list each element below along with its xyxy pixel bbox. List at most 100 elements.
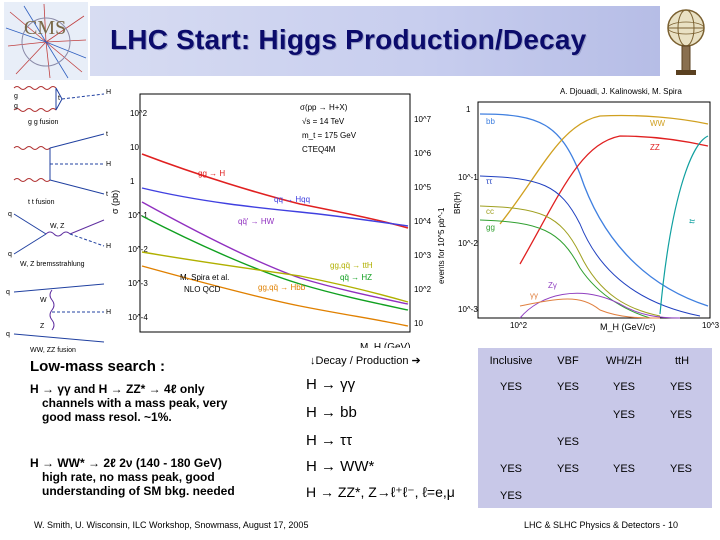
xsec-curve-Hbb: gg,qq̄ → Hbb — [258, 283, 306, 292]
cell-r2-c1: YES — [556, 436, 579, 448]
footer-credit: W. Smith, U. Wisconsin, ILC Workshop, Sn… — [34, 520, 309, 530]
low-mass-title: Low-mass search : — [30, 358, 166, 375]
xsec-title-2: √s = 14 TeV — [302, 117, 345, 126]
atlas-globe-logo — [667, 9, 705, 75]
bullet-ww: H → WW* → 2ℓ 2ν (140 - 180 GeV) high rat… — [30, 456, 235, 498]
cms-logo: CMS — [4, 2, 88, 80]
figure-svg: g g t H g g fusion t H t t t fusion q q … — [6, 86, 720, 354]
feynman-t3: t — [106, 191, 108, 198]
br-curve-cc: cc — [486, 207, 494, 216]
feynman-wz: W, Z — [50, 223, 65, 230]
decay-production-table: ↓Decay / Production ➔ H → γγ H → bb H → … — [300, 348, 712, 518]
xsec-rtick-4: 10^3 — [414, 251, 432, 260]
xsec-ylabel: σ (pb) — [110, 190, 120, 214]
feynman-t2: t — [106, 131, 108, 138]
br-curve-tt: tt — [687, 218, 697, 225]
xsec-title-1: σ(pp → H+X) — [300, 103, 348, 112]
bullet1-line1: H → γγ and H → ZZ* → 4ℓ only — [30, 382, 205, 396]
bullet2-line3: understanding of SM bkg. needed — [42, 484, 235, 498]
feynman-g1: g — [14, 93, 18, 100]
decay-column: ↓Decay / Production ➔ H → γγ H → bb H → … — [300, 348, 478, 518]
slide-header: CMS LHC Start: Higgs Production/Decay — [0, 0, 720, 82]
br-ytick-3: 10^-3 — [458, 305, 478, 314]
production-grid: Inclusive VBF WH/ZH ttH YES YES YES YES … — [478, 348, 712, 508]
xsec-title-3: m_t = 175 GeV — [302, 131, 357, 140]
xsec-plot: σ (pb) events for 10^5 pb^-1 10^2 10 1 1… — [110, 93, 446, 353]
br-ylabel: BR(H) — [453, 191, 462, 214]
br-curve-ww: WW — [650, 119, 666, 128]
slide-title: LHC Start: Higgs Production/Decay — [110, 24, 587, 55]
br-xtick-0: 10^2 — [510, 321, 528, 330]
br-ytick-1: 10^-1 — [458, 173, 478, 182]
cell-r3-c3: YES — [669, 463, 692, 475]
col-inclusive: Inclusive — [489, 355, 533, 367]
xsec-curve-HZ: qq̄ → HZ — [340, 273, 372, 282]
xsec-ylabel-right: events for 10^5 pb^-1 — [437, 207, 446, 284]
br-xtick-1: 10^3 — [702, 321, 720, 330]
br-curve-zgamma: Zγ — [548, 281, 557, 290]
xsec-rtick-3: 10^4 — [414, 217, 432, 226]
col-whzh: WH/ZH — [605, 355, 643, 367]
xsec-xlabel: M_H (GeV) — [360, 342, 411, 353]
br-xlabel: M_H (GeV/c²) — [600, 322, 656, 332]
xsec-title-4: CTEQ4M — [302, 145, 336, 154]
xsec-rtick-0: 10^7 — [414, 115, 432, 124]
cell-r3-c1: YES — [556, 463, 579, 475]
decay-row-zz: H → ZZ*, Z→ℓ⁺ℓ⁻, ℓ=e,μ — [306, 484, 455, 500]
bullet2-line2: high rate, no mass peak, good — [42, 470, 215, 484]
br-curve-tautau: ττ — [486, 177, 493, 186]
xsec-ytick-6: 10^-4 — [128, 313, 148, 322]
svg-text:CMS: CMS — [24, 17, 66, 39]
feynman-q2: q — [8, 251, 12, 258]
feynman-h2: H — [106, 161, 111, 168]
xsec-ytick-5: 10^-3 — [128, 279, 148, 288]
xsec-ytick-4: 10^-2 — [128, 245, 148, 254]
feynman-label-wz: W, Z bremsstrahlung — [20, 261, 85, 268]
bullet-gammagamma: H → γγ and H → ZZ* → 4ℓ only channels wi… — [30, 382, 227, 424]
feynman-t1: t — [58, 95, 60, 102]
br-credit: A. Djouadi, J. Kalinowski, M. Spira — [560, 87, 682, 96]
feynman-q1: q — [8, 211, 12, 218]
xsec-ytick-3: 10^-1 — [128, 211, 148, 220]
figures-panel: g g t H g g fusion t H t t t fusion q q … — [0, 84, 720, 356]
xsec-curve-ggH: gg → H — [198, 169, 225, 178]
xsec-ytick-1: 10 — [130, 143, 139, 152]
cell-r3-c2: YES — [612, 463, 635, 475]
col-tth: ttH — [674, 355, 690, 367]
xsec-curve-HW: qq̄' → HW — [238, 217, 275, 226]
decay-row-bb: H → bb — [306, 404, 357, 421]
feynman-diagrams: g g t H g g fusion t H t t t fusion q q … — [6, 86, 111, 354]
xsec-ytick-0: 10^2 — [130, 109, 148, 118]
feynman-z: Z — [40, 323, 45, 330]
feynman-label-tt: t t fusion — [28, 199, 55, 206]
feynman-h1: H — [106, 89, 111, 96]
feynman-q3: q — [6, 289, 10, 296]
xsec-ytick-2: 1 — [130, 177, 135, 186]
decay-header: ↓Decay / Production ➔ — [310, 355, 421, 367]
xsec-curve-qqHqq: qq → Hqq — [274, 195, 310, 204]
xsec-rtick-1: 10^6 — [414, 149, 432, 158]
br-curve-bb: bb — [486, 117, 495, 126]
feynman-q4: q — [6, 331, 10, 338]
xsec-rtick-2: 10^5 — [414, 183, 432, 192]
feynman-h4: H — [106, 309, 111, 316]
xsec-credit-1: M. Spira et al. — [180, 273, 229, 282]
cell-r1-c3: YES — [669, 409, 692, 421]
col-vbf: VBF — [557, 355, 579, 367]
footer-page: LHC & SLHC Physics & Detectors - 10 — [524, 520, 679, 530]
decay-row-gammagamma: H → γγ — [306, 376, 356, 393]
bullet1-line2: channels with a mass peak, very — [42, 396, 228, 410]
br-ytick-0: 1 — [466, 105, 471, 114]
bullet1-line3: good mass resol. ~1%. — [42, 410, 172, 424]
cell-r1-c2: YES — [612, 409, 635, 421]
decay-row-tautau: H → ττ — [306, 432, 353, 449]
feynman-label-gg: g g fusion — [28, 119, 58, 126]
br-ytick-2: 10^-2 — [458, 239, 478, 248]
xsec-credit-2: NLO QCD — [184, 285, 221, 294]
title-band — [90, 6, 660, 76]
feynman-h3: H — [106, 243, 111, 250]
xsec-rtick-6: 10 — [414, 319, 423, 328]
bullet2-line1: H → WW* → 2ℓ 2ν (140 - 180 GeV) — [30, 456, 222, 470]
feynman-w: W — [40, 297, 47, 304]
low-mass-notes: Low-mass search : H → γγ and H → ZZ* → 4… — [30, 358, 300, 498]
